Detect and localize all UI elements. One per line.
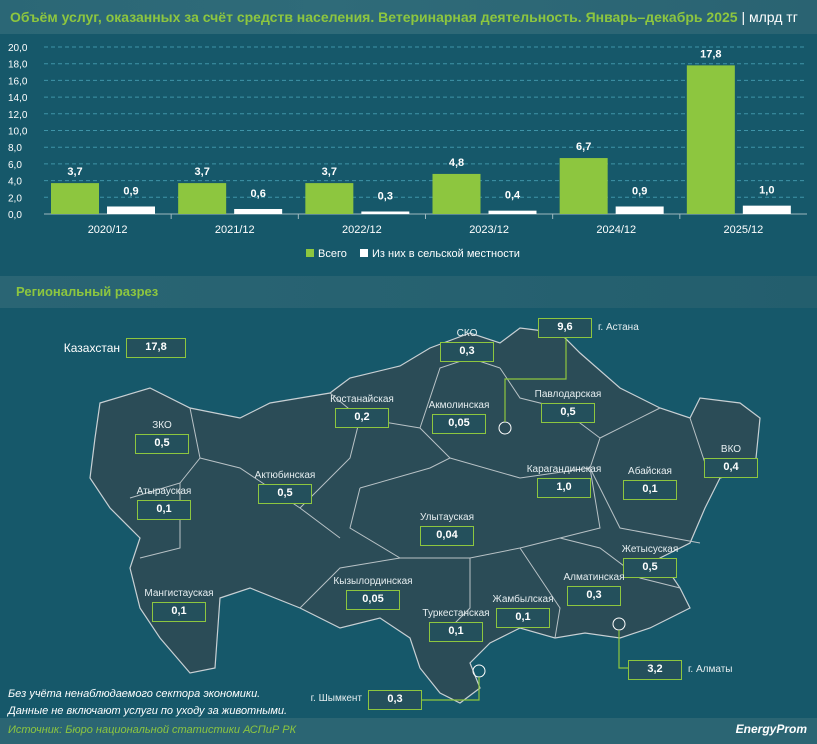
legend-swatch (360, 249, 368, 257)
x-tick-label: 2020/12 (88, 224, 128, 236)
region-value: 0,5 (258, 484, 312, 504)
x-tick-label: 2023/12 (469, 224, 509, 236)
y-tick-label: 4,0 (8, 177, 22, 188)
bar-chart: 0,0 2,0 4,0 6,0 8,0 10,0 12,0 14,0 16,0 18,0 20,0 2… (8, 43, 807, 260)
region-name: Улытауская (419, 512, 475, 523)
data-label: 3,7 (67, 166, 82, 178)
region-value: 0,5 (623, 558, 677, 578)
x-tick-label: 2022/12 (342, 224, 382, 236)
legend-swatch (306, 249, 314, 257)
region-name: г. Алматы (688, 664, 733, 675)
source: Источник: Бюро национальной статистики А… (0, 718, 817, 744)
region-value: 17,8 (126, 338, 186, 358)
region-value: 0,3 (440, 342, 494, 362)
x-tick-label: 2025/12 (724, 224, 764, 236)
region-name: Карагандинская (526, 464, 602, 475)
y-tick-label: 6,0 (8, 160, 22, 171)
region-value: 0,4 (704, 458, 758, 478)
data-label: 0,9 (123, 185, 138, 197)
x-tick-label: 2024/12 (596, 224, 636, 236)
region-value: 0,1 (496, 608, 550, 628)
data-label: 17,8 (700, 48, 721, 60)
bar-total (559, 158, 608, 214)
y-tick-label: 12,0 (8, 110, 28, 121)
region-name: г. Шымкент (310, 693, 362, 704)
x-tick-label: 2021/12 (215, 224, 255, 236)
y-tick-label: 2,0 (8, 193, 22, 204)
region-value: 0,5 (135, 434, 189, 454)
region-value: 0,1 (137, 500, 191, 520)
y-tick-label: 8,0 (8, 143, 22, 154)
note-line: Данные не включают услуги по уходу за жи… (8, 705, 288, 717)
region-value: 0,3 (567, 586, 621, 606)
region-name: Акмолинская (428, 400, 490, 411)
chart-header: Объём услуг, оказанных за счёт средств н… (0, 0, 817, 34)
region-name: Атырауская (136, 486, 192, 497)
note-line: Без учёта ненаблюдаемого сектора экономи… (8, 688, 261, 700)
region-name: Алматинская (563, 572, 625, 583)
y-tick-label: 20,0 (8, 43, 28, 54)
bar-rural (615, 206, 664, 214)
section-title: Региональный разрез (0, 276, 817, 308)
region-name: Казахстан (63, 341, 120, 355)
region-name: Туркестанская (422, 608, 490, 619)
region-name: Актюбинская (254, 470, 316, 481)
region-name: Костанайская (330, 394, 394, 405)
data-label: 0,4 (505, 190, 521, 202)
bar-total (686, 65, 735, 215)
region-value: 0,05 (346, 590, 400, 610)
data-label: 0,9 (632, 185, 647, 197)
kazakhstan-map (89, 327, 761, 704)
region-name: Павлодарская (534, 389, 602, 400)
region-value: 0,1 (429, 622, 483, 642)
legend-label: Всего (318, 248, 347, 260)
bar-total (305, 183, 354, 214)
bar-total (178, 183, 227, 214)
y-tick-label: 18,0 (8, 60, 28, 71)
bar-rural (234, 208, 283, 214)
chart-title: Объём услуг, оказанных за счёт средств н… (10, 9, 738, 25)
region-name: Жамбылская (492, 594, 554, 605)
region-name: СКО (456, 328, 478, 339)
region-value: 0,05 (432, 414, 486, 434)
data-label: 0,3 (378, 190, 393, 202)
data-label: 3,7 (195, 166, 210, 178)
region-value: 3,2 (628, 660, 682, 680)
data-label: 4,8 (449, 157, 464, 169)
notes: Без учёта ненаблюдаемого сектора экономи… (8, 686, 287, 720)
bar-total (432, 173, 481, 214)
region-name: Кызылординская (333, 576, 413, 587)
region-value: 9,6 (538, 318, 592, 338)
y-tick-label: 10,0 (8, 127, 28, 138)
legend-label: Из них в сельской местности (372, 248, 520, 260)
region-name: Мангистауская (144, 588, 214, 599)
region-name: Абайская (628, 466, 672, 477)
bar-rural (361, 211, 410, 214)
region-name: ЗКО (152, 420, 172, 431)
region-value: 0,3 (368, 690, 422, 710)
region-value: 0,1 (152, 602, 206, 622)
region-value: 0,2 (335, 408, 389, 428)
region-name: ВКО (720, 444, 742, 455)
region-value: 1,0 (537, 478, 591, 498)
bar-rural (488, 210, 537, 214)
y-tick-label: 16,0 (8, 76, 28, 87)
energyprom-logo: EnergyProm (735, 722, 807, 736)
region-name: Жетысуская (621, 544, 679, 555)
region-value: 0,1 (623, 480, 677, 500)
bar-rural (107, 206, 155, 214)
bar-total (51, 183, 99, 214)
data-label: 1,0 (759, 185, 774, 197)
data-label: 6,7 (576, 141, 591, 153)
shymkent-marker (472, 664, 486, 678)
data-label: 0,6 (251, 188, 266, 200)
y-tick-label: 14,0 (8, 93, 28, 104)
y-tick-label: 0,0 (8, 210, 22, 221)
bar-rural (742, 205, 791, 214)
region-value: 0,04 (420, 526, 474, 546)
region-value: 0,5 (541, 403, 595, 423)
unit-label: | млрд тг (741, 9, 798, 25)
region-name: г. Астана (598, 322, 639, 333)
data-label: 3,7 (322, 166, 337, 178)
